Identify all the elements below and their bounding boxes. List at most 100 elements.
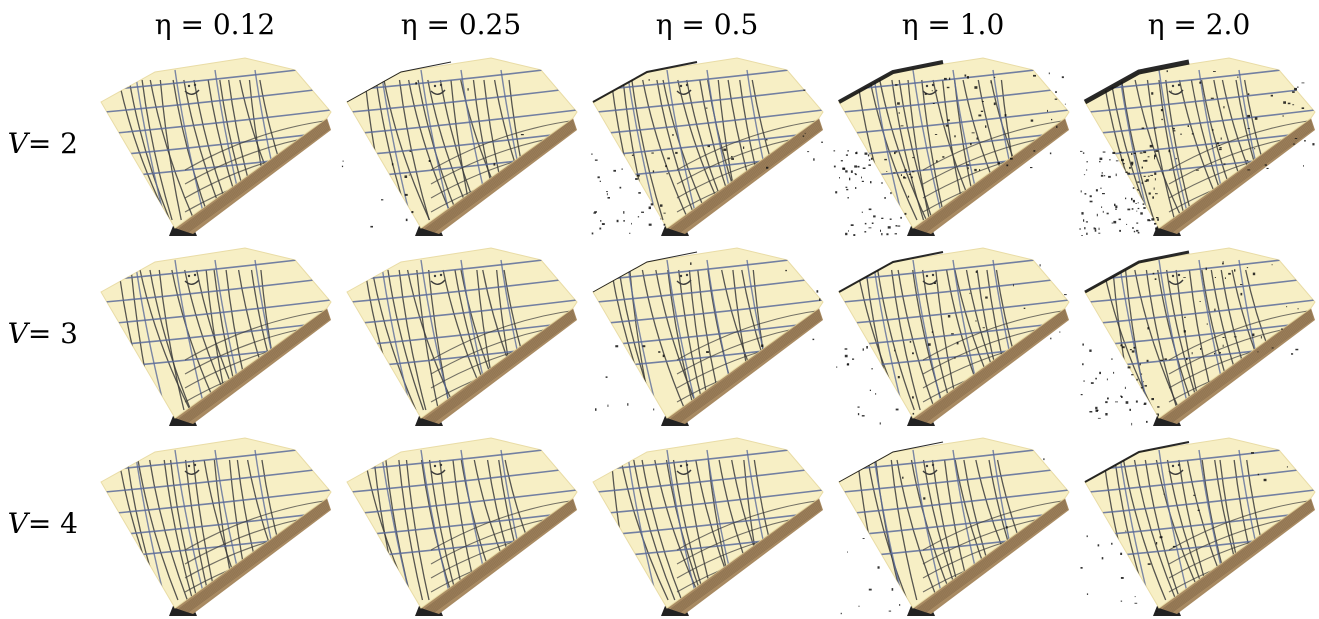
noise-speck [1139,363,1141,366]
wood-grain-line [1170,317,1314,423]
wood-grain-line [1169,505,1314,612]
blue-grid-line [1088,467,1315,493]
noise-speck [1132,199,1135,203]
noise-speck [1154,154,1156,158]
noise-speck [1143,403,1146,405]
noise-speck [1271,264,1273,266]
wood-grain-line [921,504,1067,612]
noise-speck [1143,381,1144,383]
pencil-stroke [869,79,918,221]
noise-speck [868,159,871,161]
noise-speck [900,216,902,219]
pencil-stroke [1165,79,1194,221]
noise-speck [1219,352,1221,354]
wood-grain-line [675,124,821,232]
blue-grid-line [1088,277,1315,303]
noise-speck [1213,71,1216,72]
noise-speck [910,176,913,179]
noise-speck [1150,174,1153,176]
noise-speck [409,150,412,152]
noise-speck [594,159,598,161]
noise-speck [1049,152,1052,155]
noise-speck [1197,509,1200,511]
noise-speck [651,152,654,154]
smiley-eye [187,274,191,278]
noise-speck [895,225,898,227]
noise-speck [1159,536,1163,539]
noise-speck [864,222,867,225]
noise-speck [1233,336,1237,338]
noise-speck [1111,542,1113,545]
noise-speck [1156,610,1158,612]
noise-speck [1137,189,1139,190]
wood-grain-line [433,508,576,613]
noise-speck [1291,353,1294,355]
noise-speck [1149,220,1151,222]
wood-grain-line [433,318,576,423]
noise-speck [1240,284,1243,285]
noise-speck [1214,277,1216,278]
noise-speck [879,422,881,425]
noise-speck [947,315,951,318]
noise-speck [636,174,640,177]
noise-speck [862,348,864,351]
blue-grid-line [842,109,1069,135]
wood-grain-line [920,123,1067,231]
noise-speck [1095,377,1097,380]
noise-speck [975,270,978,273]
noise-speck [1154,178,1156,181]
noise-speck [870,181,872,184]
noise-speck [1082,363,1084,366]
blue-grid-line [104,87,331,113]
wood-grain-line [432,127,576,233]
noise-speck [931,90,933,92]
wood-grain-line [182,313,329,421]
block-render-image [100,437,332,616]
column-header-eta-0.5: η = 0.5 [655,7,759,41]
noise-speck [894,349,896,352]
noise-speck [1216,142,1220,145]
noise-speck [1168,149,1170,153]
noise-speck [1120,600,1123,602]
noise-speck [1125,401,1129,404]
smiley-eye [679,84,683,88]
blue-grid-line [104,277,331,303]
pencil-stroke [922,499,1069,551]
noise-speck [1283,101,1286,104]
noise-speck [861,211,863,213]
noise-speck [1120,395,1122,397]
wood-grain-line [180,120,328,230]
noise-speck [1141,182,1143,184]
noise-speck [370,225,373,228]
noise-speck [855,187,857,189]
noise-speck [1137,207,1140,210]
wood-grain-line [923,505,1068,612]
noise-speck [861,180,864,182]
smiley-eye [931,463,935,467]
render-cell [584,238,830,428]
block-render-image [341,57,578,236]
blue-grid-line [350,87,577,113]
noise-speck [1081,212,1084,215]
wood-grain-line [429,504,575,612]
noise-speck [857,165,860,168]
smiley-mouth [1168,469,1184,475]
noise-speck [1119,229,1121,232]
noise-speck [766,166,769,169]
blue-grid-line [626,449,658,601]
noise-speck [1151,92,1154,95]
noise-speck [1141,373,1143,375]
noise-speck [1187,125,1189,127]
blue-grid-line [596,131,823,157]
wood-grain-line [178,309,328,420]
pencil-stroke [430,119,577,171]
pencil-stroke [656,79,697,221]
noise-speck [600,220,602,222]
pencil-stroke [1168,309,1315,361]
wood-grain-line [919,312,1066,421]
pencil-stroke [1122,459,1167,601]
wood-grain-line [1171,128,1314,233]
noise-speck [1146,359,1149,362]
render-cell [584,48,830,238]
